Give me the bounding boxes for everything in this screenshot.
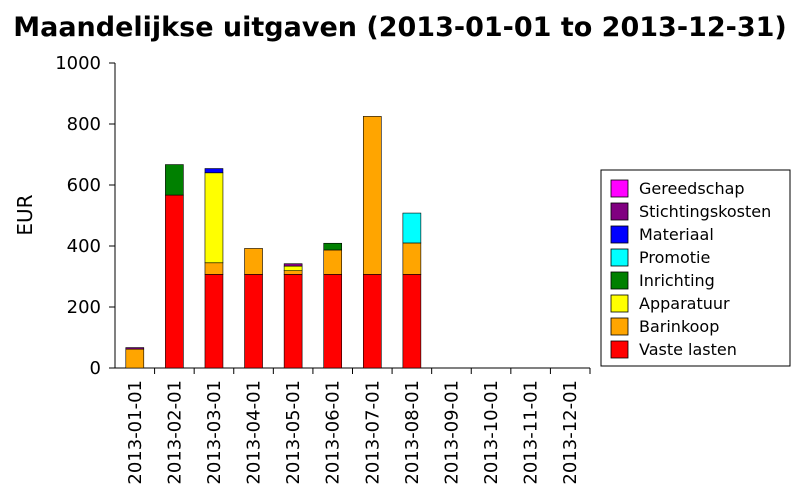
legend-swatch-stichtingskosten bbox=[610, 202, 629, 221]
chart-title: Maandelijkse uitgaven (2013-01-01 to 201… bbox=[13, 12, 786, 43]
x-tick-label: 2013-12-01 bbox=[560, 380, 581, 485]
bar-segment-materiaal bbox=[204, 168, 224, 174]
x-tick-label: 2013-01-01 bbox=[125, 380, 146, 485]
bar-segment-vaste-lasten bbox=[283, 274, 303, 369]
y-tick-label: 600 bbox=[67, 175, 101, 196]
bar-segment-vaste-lasten bbox=[204, 274, 224, 369]
legend-box bbox=[600, 169, 791, 367]
bar-segment-inrichting bbox=[323, 242, 343, 251]
bar-segment-apparatuur bbox=[204, 172, 224, 264]
bar-segment-inrichting bbox=[165, 164, 184, 196]
legend-label: Gereedschap bbox=[639, 179, 745, 198]
x-tick-label: 2013-08-01 bbox=[402, 380, 423, 485]
x-tick-label: 2013-02-01 bbox=[164, 380, 185, 485]
y-tick-label: 200 bbox=[67, 297, 101, 318]
bar-segment-barinkoop bbox=[402, 242, 422, 275]
bar-segment-barinkoop bbox=[362, 116, 382, 275]
bar-segment-vaste-lasten bbox=[323, 274, 343, 369]
x-tick-label: 2013-04-01 bbox=[244, 380, 265, 485]
x-tick-label: 2013-05-01 bbox=[283, 380, 304, 485]
legend-label: Stichtingskosten bbox=[639, 202, 771, 221]
legend-swatch-barinkoop bbox=[610, 317, 629, 336]
bar-segment-barinkoop bbox=[244, 248, 263, 275]
legend-label: Barinkoop bbox=[639, 317, 719, 336]
legend-label: Vaste lasten bbox=[639, 340, 737, 359]
bar-segment-vaste-lasten bbox=[244, 274, 263, 369]
y-tick-label: 800 bbox=[67, 114, 101, 135]
bar-segment-stichtingskosten bbox=[283, 263, 303, 267]
bar-segment-vaste-lasten bbox=[165, 194, 184, 369]
legend-swatch-apparatuur bbox=[610, 294, 629, 313]
legend-swatch-inrichting bbox=[610, 271, 629, 290]
bar-segment-apparatuur bbox=[283, 265, 303, 272]
x-tick-label: 2013-07-01 bbox=[362, 380, 383, 485]
bar-segment-vaste-lasten bbox=[362, 274, 382, 369]
legend-label: Promotie bbox=[639, 248, 710, 267]
legend-label: Apparatuur bbox=[639, 294, 730, 313]
x-tick-label: 2013-09-01 bbox=[441, 380, 462, 485]
y-axis-label: EUR bbox=[13, 194, 37, 235]
x-tick-label: 2013-11-01 bbox=[521, 380, 542, 485]
x-tick-label: 2013-06-01 bbox=[323, 380, 344, 485]
legend-label: Materiaal bbox=[639, 225, 714, 244]
x-tick-label: 2013-10-01 bbox=[481, 380, 502, 485]
y-tick-label: 400 bbox=[67, 236, 101, 257]
bar-segment-barinkoop bbox=[125, 348, 145, 369]
bar-segment-barinkoop bbox=[283, 270, 303, 275]
bar-segment-vaste-lasten bbox=[402, 274, 422, 369]
bar-segment-stichtingskosten bbox=[125, 347, 145, 350]
legend-swatch-vaste-lasten bbox=[610, 340, 629, 359]
y-tick-label: 0 bbox=[90, 358, 101, 379]
legend-label: Inrichting bbox=[639, 271, 715, 290]
bar-segment-barinkoop bbox=[204, 262, 224, 275]
legend-swatch-promotie bbox=[610, 248, 629, 267]
legend-swatch-gereedschap bbox=[610, 179, 629, 198]
bar-segment-promotie bbox=[402, 212, 422, 244]
y-tick-label: 1000 bbox=[55, 53, 101, 74]
legend-swatch-materiaal bbox=[610, 225, 629, 244]
bar-segment-barinkoop bbox=[323, 249, 343, 275]
x-tick-label: 2013-03-01 bbox=[204, 380, 225, 485]
